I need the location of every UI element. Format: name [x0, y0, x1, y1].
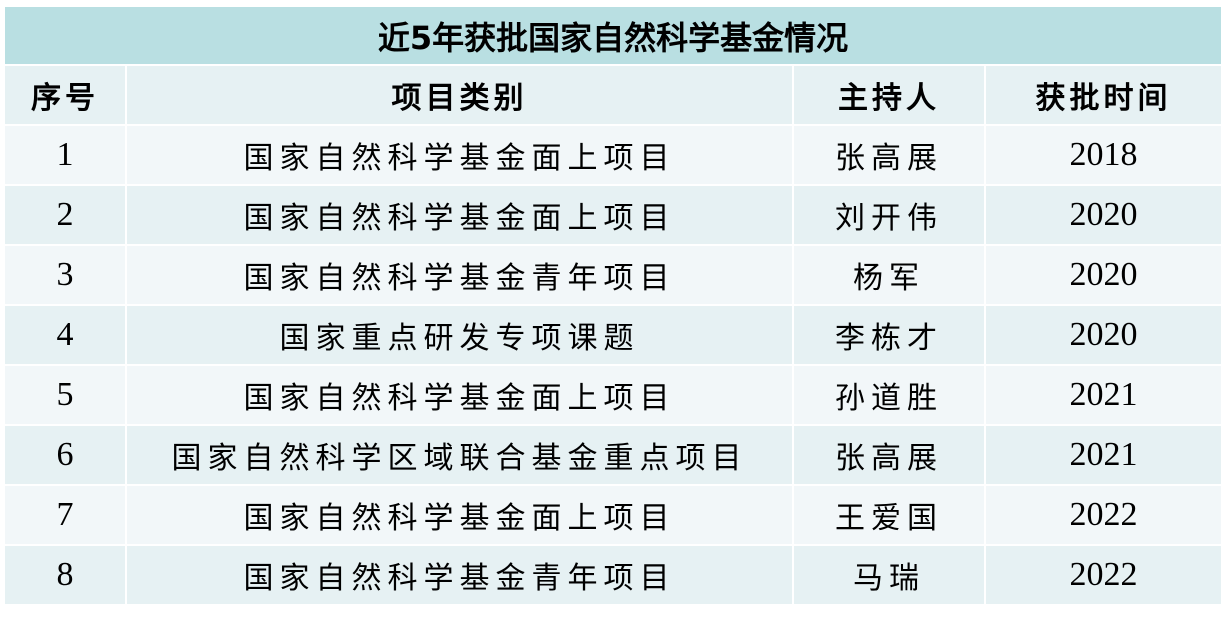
header-category: 项目类别: [125, 64, 794, 126]
table-row: 2 国家自然科学基金面上项目 刘开伟 2020: [3, 184, 1223, 246]
cell-no: 4: [3, 304, 127, 366]
cell-category: 国家自然科学区域联合基金重点项目: [125, 424, 794, 486]
cell-no: 7: [3, 484, 127, 546]
nsfc-grants-table: 近5年获批国家自然科学基金情况 序号 项目类别 主持人 获批时间 1 国家自然科学…: [2, 5, 1223, 606]
cell-pi: 张高展: [792, 124, 986, 186]
cell-year: 2020: [983, 184, 1223, 246]
cell-category: 国家自然科学基金面上项目: [125, 364, 794, 426]
cell-no: 3: [3, 244, 127, 306]
cell-pi: 张高展: [792, 424, 986, 486]
cell-year: 2020: [983, 304, 1223, 366]
cell-no: 5: [3, 364, 127, 426]
cell-year: 2022: [983, 544, 1223, 606]
cell-pi: 孙道胜: [792, 364, 986, 426]
cell-category: 国家自然科学基金青年项目: [125, 544, 794, 606]
table-row: 4 国家重点研发专项课题 李栋才 2020: [3, 304, 1223, 366]
table-row: 8 国家自然科学基金青年项目 马瑞 2022: [3, 544, 1223, 606]
cell-pi: 杨军: [792, 244, 986, 306]
cell-pi: 李栋才: [792, 304, 986, 366]
cell-pi: 王爱国: [792, 484, 986, 546]
cell-pi: 刘开伟: [792, 184, 986, 246]
cell-category: 国家自然科学基金面上项目: [125, 184, 794, 246]
table-row: 3 国家自然科学基金青年项目 杨军 2020: [3, 244, 1223, 306]
cell-year: 2018: [983, 124, 1223, 186]
table-row: 5 国家自然科学基金面上项目 孙道胜 2021: [3, 364, 1223, 426]
cell-year: 2022: [983, 484, 1223, 546]
table-title: 近5年获批国家自然科学基金情况: [2, 5, 1223, 66]
table-row: 6 国家自然科学区域联合基金重点项目 张高展 2021: [3, 424, 1223, 486]
cell-no: 1: [3, 124, 127, 186]
cell-year: 2020: [983, 244, 1223, 306]
table-row: 7 国家自然科学基金面上项目 王爱国 2022: [3, 484, 1223, 546]
header-year: 获批时间: [983, 64, 1223, 126]
cell-no: 8: [3, 544, 127, 606]
cell-category: 国家自然科学基金青年项目: [125, 244, 794, 306]
cell-year: 2021: [983, 424, 1223, 486]
header-row: 序号 项目类别 主持人 获批时间: [3, 64, 1223, 126]
cell-year: 2021: [983, 364, 1223, 426]
cell-category: 国家自然科学基金面上项目: [125, 124, 794, 186]
table-body: 1 国家自然科学基金面上项目 张高展 2018 2 国家自然科学基金面上项目 刘开伟 2020…: [3, 124, 1223, 606]
cell-pi: 马瑞: [792, 544, 986, 606]
header-pi: 主持人: [792, 64, 986, 126]
cell-category: 国家自然科学基金面上项目: [125, 484, 794, 546]
cell-no: 6: [3, 424, 127, 486]
header-no: 序号: [3, 64, 127, 126]
cell-category: 国家重点研发专项课题: [125, 304, 794, 366]
cell-no: 2: [3, 184, 127, 246]
table-row: 1 国家自然科学基金面上项目 张高展 2018: [3, 124, 1223, 186]
